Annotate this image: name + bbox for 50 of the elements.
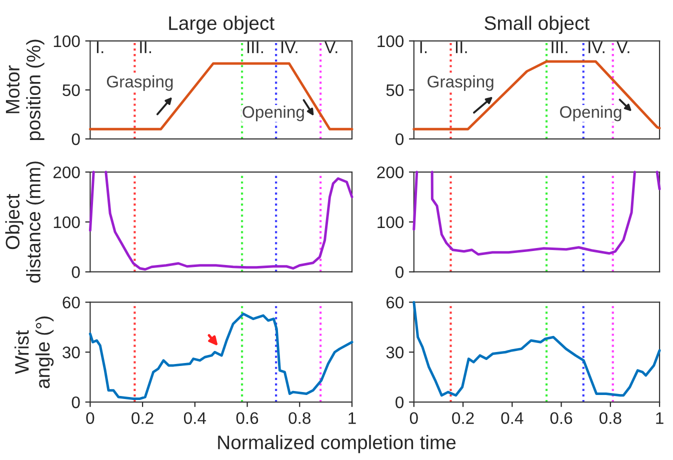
ref-line-label: V. bbox=[616, 42, 630, 54]
annotation: Opening bbox=[242, 106, 304, 122]
ref-line-label: II. bbox=[140, 42, 151, 54]
y-axis-title: Object distance (mm) bbox=[5, 162, 44, 283]
x-tick-label: 0 bbox=[410, 412, 418, 424]
y-tick-label: 0 bbox=[396, 396, 404, 408]
x-tick-label: 1 bbox=[656, 412, 664, 424]
chart-title: Small object bbox=[484, 16, 590, 34]
y-tick-label: 30 bbox=[386, 346, 404, 358]
x-tick-label: 0.6 bbox=[236, 412, 258, 424]
y-axis-title: Motor position (%) bbox=[6, 40, 44, 140]
ref-line-label: III. bbox=[247, 42, 263, 54]
y-tick-label: 100 bbox=[54, 216, 80, 228]
y-tick-label: 60 bbox=[62, 296, 80, 308]
y-tick-label: 0 bbox=[72, 133, 80, 146]
annotation: I. bbox=[420, 42, 427, 54]
y-axis-title: Wrist angle (°) bbox=[14, 316, 54, 388]
x-tick-label: 0.8 bbox=[599, 412, 622, 424]
x-axis-title: Normalized completion time bbox=[218, 434, 456, 454]
ref-line-label: V. bbox=[324, 42, 338, 54]
y-tick-label: 0 bbox=[72, 396, 80, 408]
annotation: Opening bbox=[560, 106, 622, 122]
x-tick-label: 0.4 bbox=[184, 412, 206, 424]
y-tick-label: 0 bbox=[396, 266, 404, 278]
ref-line-label: IV. bbox=[282, 42, 298, 54]
ref-line-label: III. bbox=[552, 42, 568, 54]
annotation: Grasping bbox=[106, 75, 173, 91]
y-tick-label: 100 bbox=[378, 216, 404, 228]
y-tick-label: 200 bbox=[53, 166, 80, 178]
y-tick-label: 60 bbox=[386, 296, 404, 308]
x-tick-label: 0.2 bbox=[452, 412, 474, 424]
chart-title: Large object bbox=[169, 16, 274, 34]
y-tick-label: 100 bbox=[54, 35, 80, 48]
x-tick-label: 0.4 bbox=[501, 412, 524, 424]
annotation: I. bbox=[96, 42, 104, 54]
y-tick-label: 0 bbox=[72, 266, 80, 278]
y-tick-label: 0 bbox=[396, 133, 404, 146]
x-tick-label: 1 bbox=[348, 412, 356, 424]
ref-line-label: IV. bbox=[588, 42, 604, 54]
x-tick-label: 0.8 bbox=[288, 412, 310, 424]
y-tick-label: 200 bbox=[377, 166, 404, 178]
annotation: Grasping bbox=[428, 75, 494, 91]
y-tick-label: 30 bbox=[62, 346, 80, 358]
y-tick-label: 100 bbox=[378, 35, 404, 48]
x-tick-label: 0.2 bbox=[132, 412, 154, 424]
y-tick-label: 50 bbox=[62, 84, 80, 96]
ref-line-label: II. bbox=[456, 42, 467, 54]
y-tick-label: 50 bbox=[386, 84, 404, 96]
x-tick-label: 0 bbox=[86, 412, 94, 424]
x-tick-label: 0.6 bbox=[550, 412, 572, 424]
